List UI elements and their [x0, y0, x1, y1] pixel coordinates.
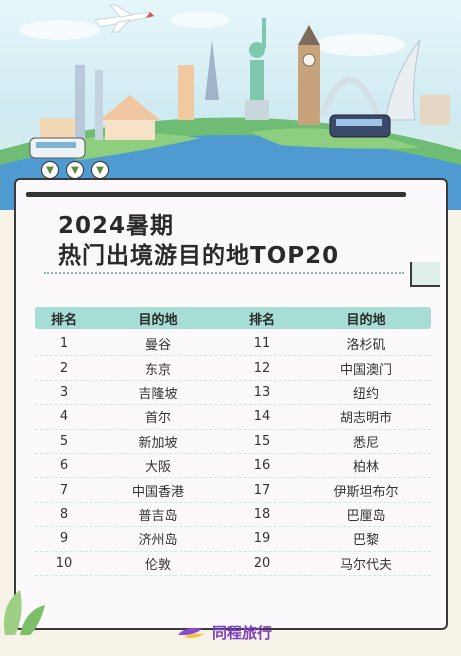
- destination-left: 新加坡: [138, 435, 178, 451]
- rank-right: 18: [253, 506, 271, 522]
- destination-left: 吉隆坡: [138, 386, 178, 402]
- rank-left: 2: [59, 360, 69, 376]
- destination-right: 巴厘岛: [346, 508, 386, 524]
- destination-left: 大阪: [144, 460, 171, 476]
- page-fold-corner: [410, 262, 440, 287]
- destination-left: 济州岛: [138, 533, 178, 549]
- destination-right: 柏林: [352, 460, 379, 476]
- rank-left: 6: [59, 458, 69, 474]
- rank-right: 17: [253, 482, 271, 498]
- rank-left: 10: [55, 555, 73, 571]
- rank-right: 13: [253, 384, 271, 400]
- header-rank-right: 排名: [248, 312, 275, 328]
- header-destination-left: 目的地: [138, 312, 178, 328]
- table-row: 7 中国香港 17 伊斯坦布尔: [35, 478, 431, 503]
- rank-left: 9: [59, 531, 69, 547]
- rank-left: 3: [59, 384, 69, 400]
- airplane-icon: [94, 4, 156, 33]
- table-row: 2 东京 12 中国澳门: [35, 356, 431, 381]
- destination-right: 巴黎: [352, 533, 379, 549]
- rank-right: 16: [253, 458, 271, 474]
- destination-right: 马尔代夫: [339, 557, 392, 573]
- ranking-table: 排名 目的地 排名 目的地 1 曼谷 11 洛杉矶 2 东京 12 中国澳门 3 吉隆坡 13 纽约 4…: [35, 307, 431, 576]
- rank-right: 19: [253, 531, 271, 547]
- table-row: 3 吉隆坡 13 纽约: [35, 381, 431, 406]
- destination-left: 中国香港: [131, 484, 184, 500]
- rank-right: 14: [253, 409, 271, 425]
- brand-name: 同程旅行: [212, 624, 273, 642]
- rank-right: 11: [253, 336, 271, 352]
- rank-left: 8: [59, 506, 69, 522]
- rank-left: 7: [59, 482, 69, 498]
- destination-left: 曼谷: [144, 338, 171, 354]
- title-divider: [26, 192, 406, 197]
- rank-left: 1: [59, 336, 69, 352]
- table-row: 6 大阪 16 柏林: [35, 454, 431, 479]
- download-arrow-icon: ▼: [41, 161, 59, 179]
- table-row: 4 首尔 14 胡志明市: [35, 405, 431, 430]
- rank-left: 4: [59, 409, 69, 425]
- dotted-divider: [44, 272, 404, 274]
- table-row: 8 普吉岛 18 巴厘岛: [35, 503, 431, 528]
- rank-left: 5: [59, 433, 69, 449]
- download-arrow-icon: ▼: [66, 161, 84, 179]
- title-line-1: 2024暑期: [58, 213, 175, 239]
- destination-right: 胡志明市: [339, 411, 392, 427]
- header-rank-left: 排名: [50, 312, 77, 328]
- table-row: 1 曼谷 11 洛杉矶: [35, 332, 431, 357]
- destination-right: 中国澳门: [339, 362, 392, 378]
- table-row: 10 伦敦 20 马尔代夫: [35, 552, 431, 576]
- table-row: 9 济州岛 19 巴黎: [35, 527, 431, 552]
- table-header-row: 排名 目的地 排名 目的地: [35, 307, 431, 329]
- destination-left: 东京: [144, 362, 171, 378]
- ranking-card: [14, 178, 448, 630]
- destination-left: 伦敦: [144, 557, 171, 573]
- destination-right: 洛杉矶: [346, 338, 386, 354]
- brand-logo-icon: [178, 627, 204, 638]
- rank-right: 15: [253, 433, 271, 449]
- destination-right: 纽约: [352, 386, 379, 402]
- plant-decoration: [4, 590, 45, 635]
- destination-left: 普吉岛: [138, 508, 178, 524]
- title-line-2: 热门出境游目的地TOP20: [58, 243, 340, 269]
- brand-logo: 同程旅行: [176, 622, 272, 643]
- destination-right: 伊斯坦布尔: [333, 484, 399, 500]
- destination-left: 首尔: [144, 411, 171, 427]
- header-destination-right: 目的地: [346, 312, 386, 328]
- rank-right: 20: [253, 555, 271, 571]
- table-row: 5 新加坡 15 悉尼: [35, 430, 431, 454]
- destination-right: 悉尼: [352, 435, 379, 451]
- rank-right: 12: [253, 360, 271, 376]
- download-arrow-icon: ▼: [91, 161, 109, 179]
